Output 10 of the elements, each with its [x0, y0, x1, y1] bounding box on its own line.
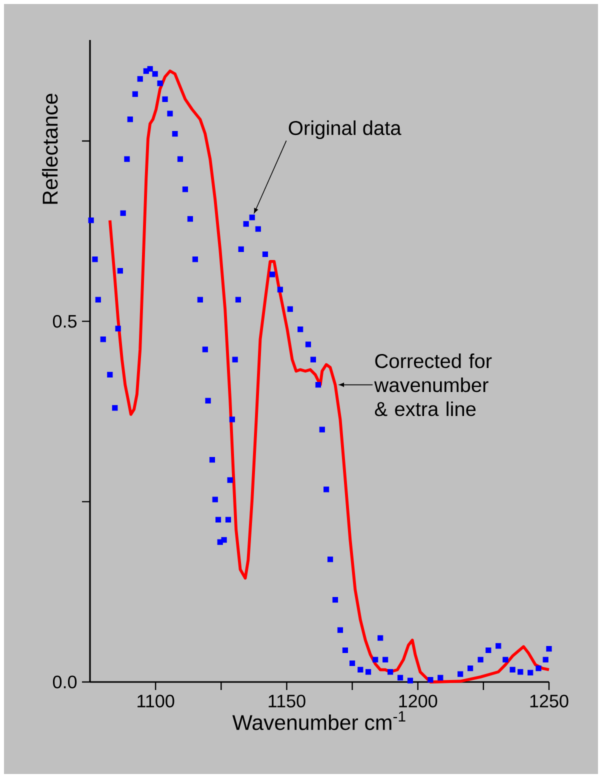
- y-axis-title: Reflectance: [42, 94, 58, 204]
- y-tick-label: 0.5: [52, 314, 77, 328]
- x-axis-title: Wavenumber cm$^{-1}$: [232, 711, 406, 730]
- annotation: Corrected for wavenumber & extra line: [374, 353, 492, 416]
- x-tick-label: 1250: [530, 694, 568, 708]
- x-tick-label: 1150: [268, 694, 306, 708]
- annotation: Original data: [288, 120, 402, 140]
- x-tick-label: 1100: [138, 694, 174, 708]
- y-tick-label: 0.0: [52, 676, 77, 688]
- x-tick-label: 1200: [399, 694, 438, 708]
